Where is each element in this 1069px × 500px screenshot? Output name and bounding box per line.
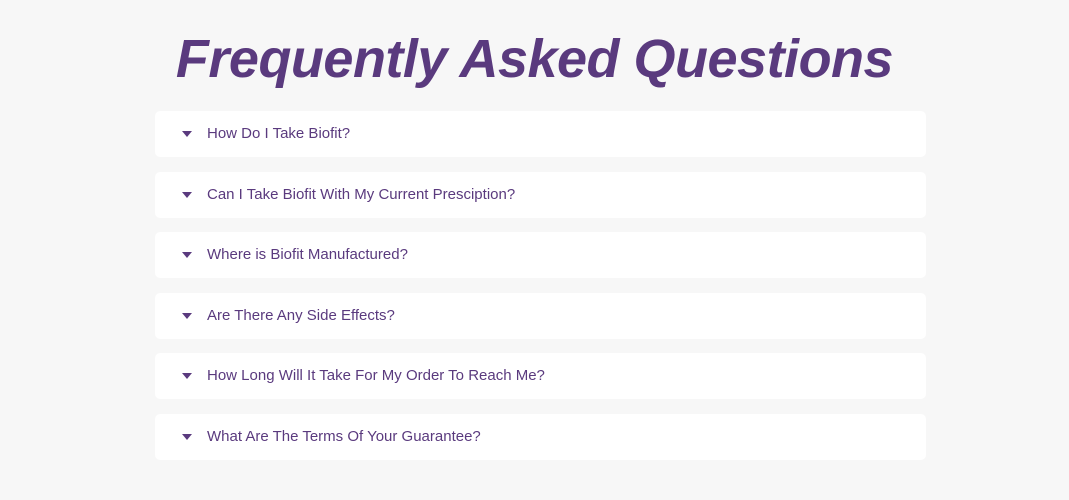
faq-accordion: How Do I Take Biofit? Can I Take Biofit … xyxy=(155,111,926,460)
faq-item-side-effects[interactable]: Are There Any Side Effects? xyxy=(155,292,926,339)
faq-item-current-prescription[interactable]: Can I Take Biofit With My Current Presci… xyxy=(155,171,926,218)
caret-down-icon xyxy=(182,191,192,198)
faq-question: Are There Any Side Effects? xyxy=(207,306,395,324)
caret-down-icon xyxy=(182,373,192,380)
faq-question: How Do I Take Biofit? xyxy=(207,125,351,142)
faq-question: What Are The Terms Of Your Guarantee? xyxy=(207,427,481,445)
caret-down-icon xyxy=(182,312,192,319)
caret-down-icon xyxy=(182,252,192,259)
faq-question: How Long Will It Take For My Order To Re… xyxy=(207,367,545,385)
faq-item-how-to-take[interactable]: How Do I Take Biofit? xyxy=(155,111,926,157)
caret-down-icon xyxy=(182,131,192,137)
faq-item-manufactured[interactable]: Where is Biofit Manufactured? xyxy=(155,232,926,279)
faq-question: Where is Biofit Manufactured? xyxy=(207,246,408,264)
page-title: Frequently Asked Questions xyxy=(175,29,894,89)
faq-item-guarantee[interactable]: What Are The Terms Of Your Guarantee? xyxy=(155,413,926,460)
faq-question: Can I Take Biofit With My Current Presci… xyxy=(207,185,516,203)
caret-down-icon xyxy=(182,433,192,440)
faq-item-delivery-time[interactable]: How Long Will It Take For My Order To Re… xyxy=(155,353,926,400)
